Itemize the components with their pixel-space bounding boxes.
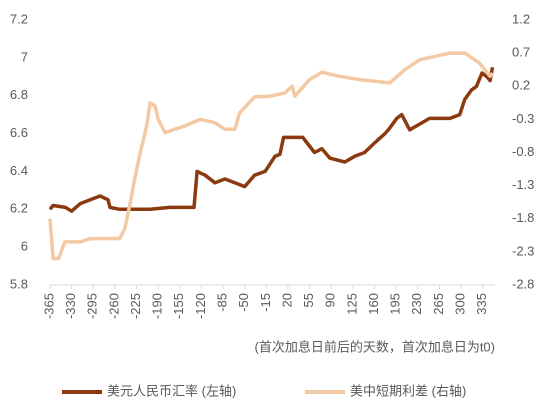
x-tick-label: -155 xyxy=(171,293,186,319)
x-axis-label: (首次加息日前后的天数，首次加息日为t0) xyxy=(254,339,495,354)
y-tick-label: 6.8 xyxy=(10,87,28,102)
x-tick-label: -50 xyxy=(236,293,251,312)
y-tick-label: 6.6 xyxy=(10,125,28,140)
y-tick-label: 6.2 xyxy=(10,201,28,216)
y2-tick-label: -2.8 xyxy=(512,276,534,291)
y2-tick-label: 0.7 xyxy=(512,45,530,60)
legend-label: 美元人民币汇率 (左轴) xyxy=(107,383,236,398)
x-tick-label: -295 xyxy=(85,293,100,319)
series-line xyxy=(48,66,495,213)
x-tick-label: -260 xyxy=(106,293,121,319)
x-tick-label: 335 xyxy=(474,293,489,315)
x-tick-label: -120 xyxy=(193,293,208,319)
x-tick-label: 265 xyxy=(431,293,446,315)
y-tick-label: 6 xyxy=(21,239,28,254)
x-tick-label: -85 xyxy=(214,293,229,312)
x-tick-label: 160 xyxy=(366,293,381,315)
x-tick-label: -15 xyxy=(258,293,273,312)
series-line xyxy=(48,51,494,261)
y2-tick-label: 0.2 xyxy=(512,78,530,93)
x-tick-label: 55 xyxy=(301,293,316,307)
x-tick-label: -365 xyxy=(41,293,56,319)
y-tick-label: 7.2 xyxy=(10,11,28,26)
x-tick-label: 195 xyxy=(388,293,403,315)
y2-tick-label: -0.3 xyxy=(512,111,534,126)
y2-tick-label: -0.8 xyxy=(512,144,534,159)
y2-tick-label: -2.3 xyxy=(512,243,534,258)
x-tick-label: 20 xyxy=(279,293,294,307)
legend-label: 美中短期利差 (右轴) xyxy=(350,383,466,398)
x-tick-label: -190 xyxy=(150,293,165,319)
y2-tick-label: -1.8 xyxy=(512,210,534,225)
x-tick-label: 125 xyxy=(344,293,359,315)
x-tick-label: -330 xyxy=(63,293,78,319)
x-tick-label: 300 xyxy=(452,293,467,315)
y2-tick-label: -1.3 xyxy=(512,177,534,192)
y-tick-label: 5.8 xyxy=(10,276,28,291)
y-tick-label: 6.4 xyxy=(10,163,28,178)
x-tick-label: 230 xyxy=(409,293,424,315)
y-tick-label: 7 xyxy=(21,49,28,64)
y2-tick-label: 1.2 xyxy=(512,11,530,26)
x-tick-label: 90 xyxy=(323,293,338,307)
x-tick-label: -225 xyxy=(128,293,143,319)
